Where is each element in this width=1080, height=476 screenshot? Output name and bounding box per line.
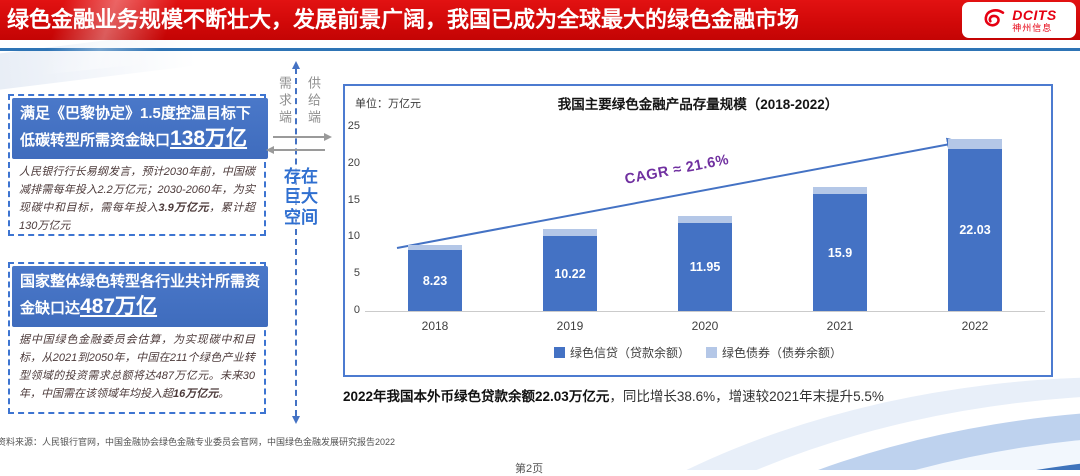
body-text: 据中国绿色金融委员会估算，为实现碳中和目标，从2021到2050年，中国在211… (19, 334, 255, 400)
chart-legend: 绿色信贷（贷款余额） 绿色债券（债券余额） (345, 344, 1051, 361)
body-bold-number: 3.9万亿元 (158, 202, 210, 215)
header-banner: 绿色金融业务规模不断壮大，发展前景广阔，我国已成为全球最大的绿色金融市场 (0, 0, 1080, 40)
chart-title: 我国主要绿色金融产品存量规模（2018-2022） (557, 97, 839, 112)
header-highlight-number: 138万亿 (170, 127, 248, 150)
bar-segment-bond (948, 139, 1002, 149)
logo-subtitle: 神州信息 (1012, 22, 1053, 33)
body-text: ，累计超130万亿元 (19, 202, 256, 232)
vertical-arrow-down-icon (292, 416, 300, 424)
slide-title: 绿色金融业务规模不断壮大，发展前景广阔，我国已成为全球最大的绿色金融市场 (7, 7, 800, 32)
bar-2022: 22.03 (948, 139, 1002, 311)
x-axis-label: 2020 (691, 319, 719, 333)
legend-item: 绿色债券（债券余额） (706, 344, 842, 361)
source-citation: 资料来源：人民银行官网，中国金融协会绿色金融专业委员会官网，中国绿色金融发展研究… (0, 437, 396, 447)
header-text: 满足《巴黎协定》1.5度控温目标下低碳转型所需资金缺口 (20, 105, 251, 149)
logo-name: DCITS (1012, 6, 1057, 23)
chart-plot: CAGR ≈ 21.6% 0 5 10 15 20 25 8.23 2018 10.22 2019… (345, 86, 1051, 375)
company-logo: DCITS 神州信息 (962, 2, 1076, 38)
body-text: 。 (218, 387, 230, 400)
body-bold-number: 16万亿元 (173, 387, 219, 400)
bar-segment-bond (678, 216, 732, 223)
bar-segment-loan: 15.9 (813, 194, 867, 311)
vertical-arrow-up-icon (292, 61, 300, 69)
y-axis-tick: 25 (347, 120, 360, 132)
demand-side-label: 需求端 (277, 76, 292, 127)
chart-summary-text: 2022年我国本外币绿色贷款余额22.03万亿元，同比增长38.6%，增速较20… (343, 385, 884, 405)
bar-segment-loan: 11.95 (678, 223, 732, 311)
dcits-swirl-icon (984, 9, 1005, 27)
bar-2019: 10.22 (543, 229, 597, 311)
info-box-national-transition: 国家整体绿色转型各行业共计所需资金缺口达487万亿 据中国绿色金融委员会估算，为… (8, 262, 268, 414)
arrow-left-icon (266, 145, 325, 154)
bar-segment-loan: 22.03 (948, 149, 1002, 311)
bar-segment-loan: 8.23 (408, 250, 462, 311)
bar-segment-bond (408, 245, 462, 250)
body-text: 人民银行行长易纲发言，预计2030年前，中国碳减排需每年投入2.2万亿元；203… (19, 166, 255, 215)
bar-segment-bond (543, 229, 597, 236)
info-box-body: 据中国绿色金融委员会估算，为实现碳中和目标，从2021到2050年，中国在211… (10, 325, 264, 407)
info-box-header: 国家整体绿色转型各行业共计所需资金缺口达487万亿 (12, 266, 268, 328)
summary-bold-text: 2022年我国本外币绿色贷款余额22.03万亿元 (343, 389, 610, 404)
info-box-header: 满足《巴黎协定》1.5度控温目标下低碳转型所需资金缺口138万亿 (12, 98, 268, 160)
chart-panel: 单位：万亿元 我国主要绿色金融产品存量规模（2018-2022） CAGR ≈ … (343, 84, 1053, 377)
y-axis-tick: 5 (353, 267, 360, 280)
legend-swatch-icon (553, 347, 565, 358)
bar-value-label: 8.23 (422, 273, 448, 288)
x-axis-label: 2021 (826, 319, 854, 333)
legend-label: 绿色信贷（贷款余额） (569, 346, 690, 360)
y-axis-tick: 20 (347, 156, 360, 169)
y-axis-tick: 10 (347, 230, 360, 243)
swoosh-band (650, 412, 1080, 470)
info-box-body: 人民银行行长易纲发言，预计2030年前，中国碳减排需每年投入2.2万亿元；203… (10, 157, 264, 239)
header-text: 国家整体绿色转型各行业共计所需资金缺口达 (20, 273, 261, 317)
x-axis-label: 2022 (961, 319, 989, 333)
bar-value-label: 22.03 (959, 223, 991, 237)
y-axis-tick: 15 (347, 193, 360, 206)
y-axis-tick: 0 (353, 304, 360, 316)
legend-label: 绿色债券（债券余额） (722, 346, 843, 360)
x-axis-line (365, 311, 1045, 312)
bar-2020: 11.95 (678, 216, 732, 311)
arrow-right-icon (273, 132, 332, 141)
bar-segment-loan: 10.22 (543, 236, 597, 311)
bar-value-label: 10.22 (554, 266, 586, 281)
header-highlight-number: 487万亿 (80, 295, 158, 318)
gap-label: 存在巨大空间 (284, 167, 318, 227)
bar-2021: 15.9 (813, 187, 867, 311)
x-axis-label: 2018 (421, 319, 449, 333)
bar-value-label: 11.95 (689, 260, 721, 274)
bar-value-label: 15.9 (827, 245, 853, 260)
summary-regular-text: ，同比增长38.6%，增速较2021年末提升5.5% (609, 389, 884, 404)
bar-segment-bond (813, 187, 867, 194)
info-box-paris-agreement: 满足《巴黎协定》1.5度控温目标下低碳转型所需资金缺口138万亿 人民银行行长易… (8, 94, 268, 239)
supply-side-label: 供给端 (306, 76, 321, 127)
vertical-dashed-line (295, 68, 297, 416)
banner-divider-line (0, 48, 1080, 51)
bar-2018: 8.23 (408, 245, 462, 311)
cagr-annotation: CAGR ≈ 21.6% (623, 151, 731, 188)
page-number: 第2页 (515, 463, 544, 475)
legend-swatch-icon (706, 347, 717, 358)
legend-item: 绿色信贷（贷款余额） (553, 344, 690, 361)
chart-unit-label: 单位：万亿元 (355, 98, 421, 110)
x-axis-label: 2019 (556, 319, 584, 333)
